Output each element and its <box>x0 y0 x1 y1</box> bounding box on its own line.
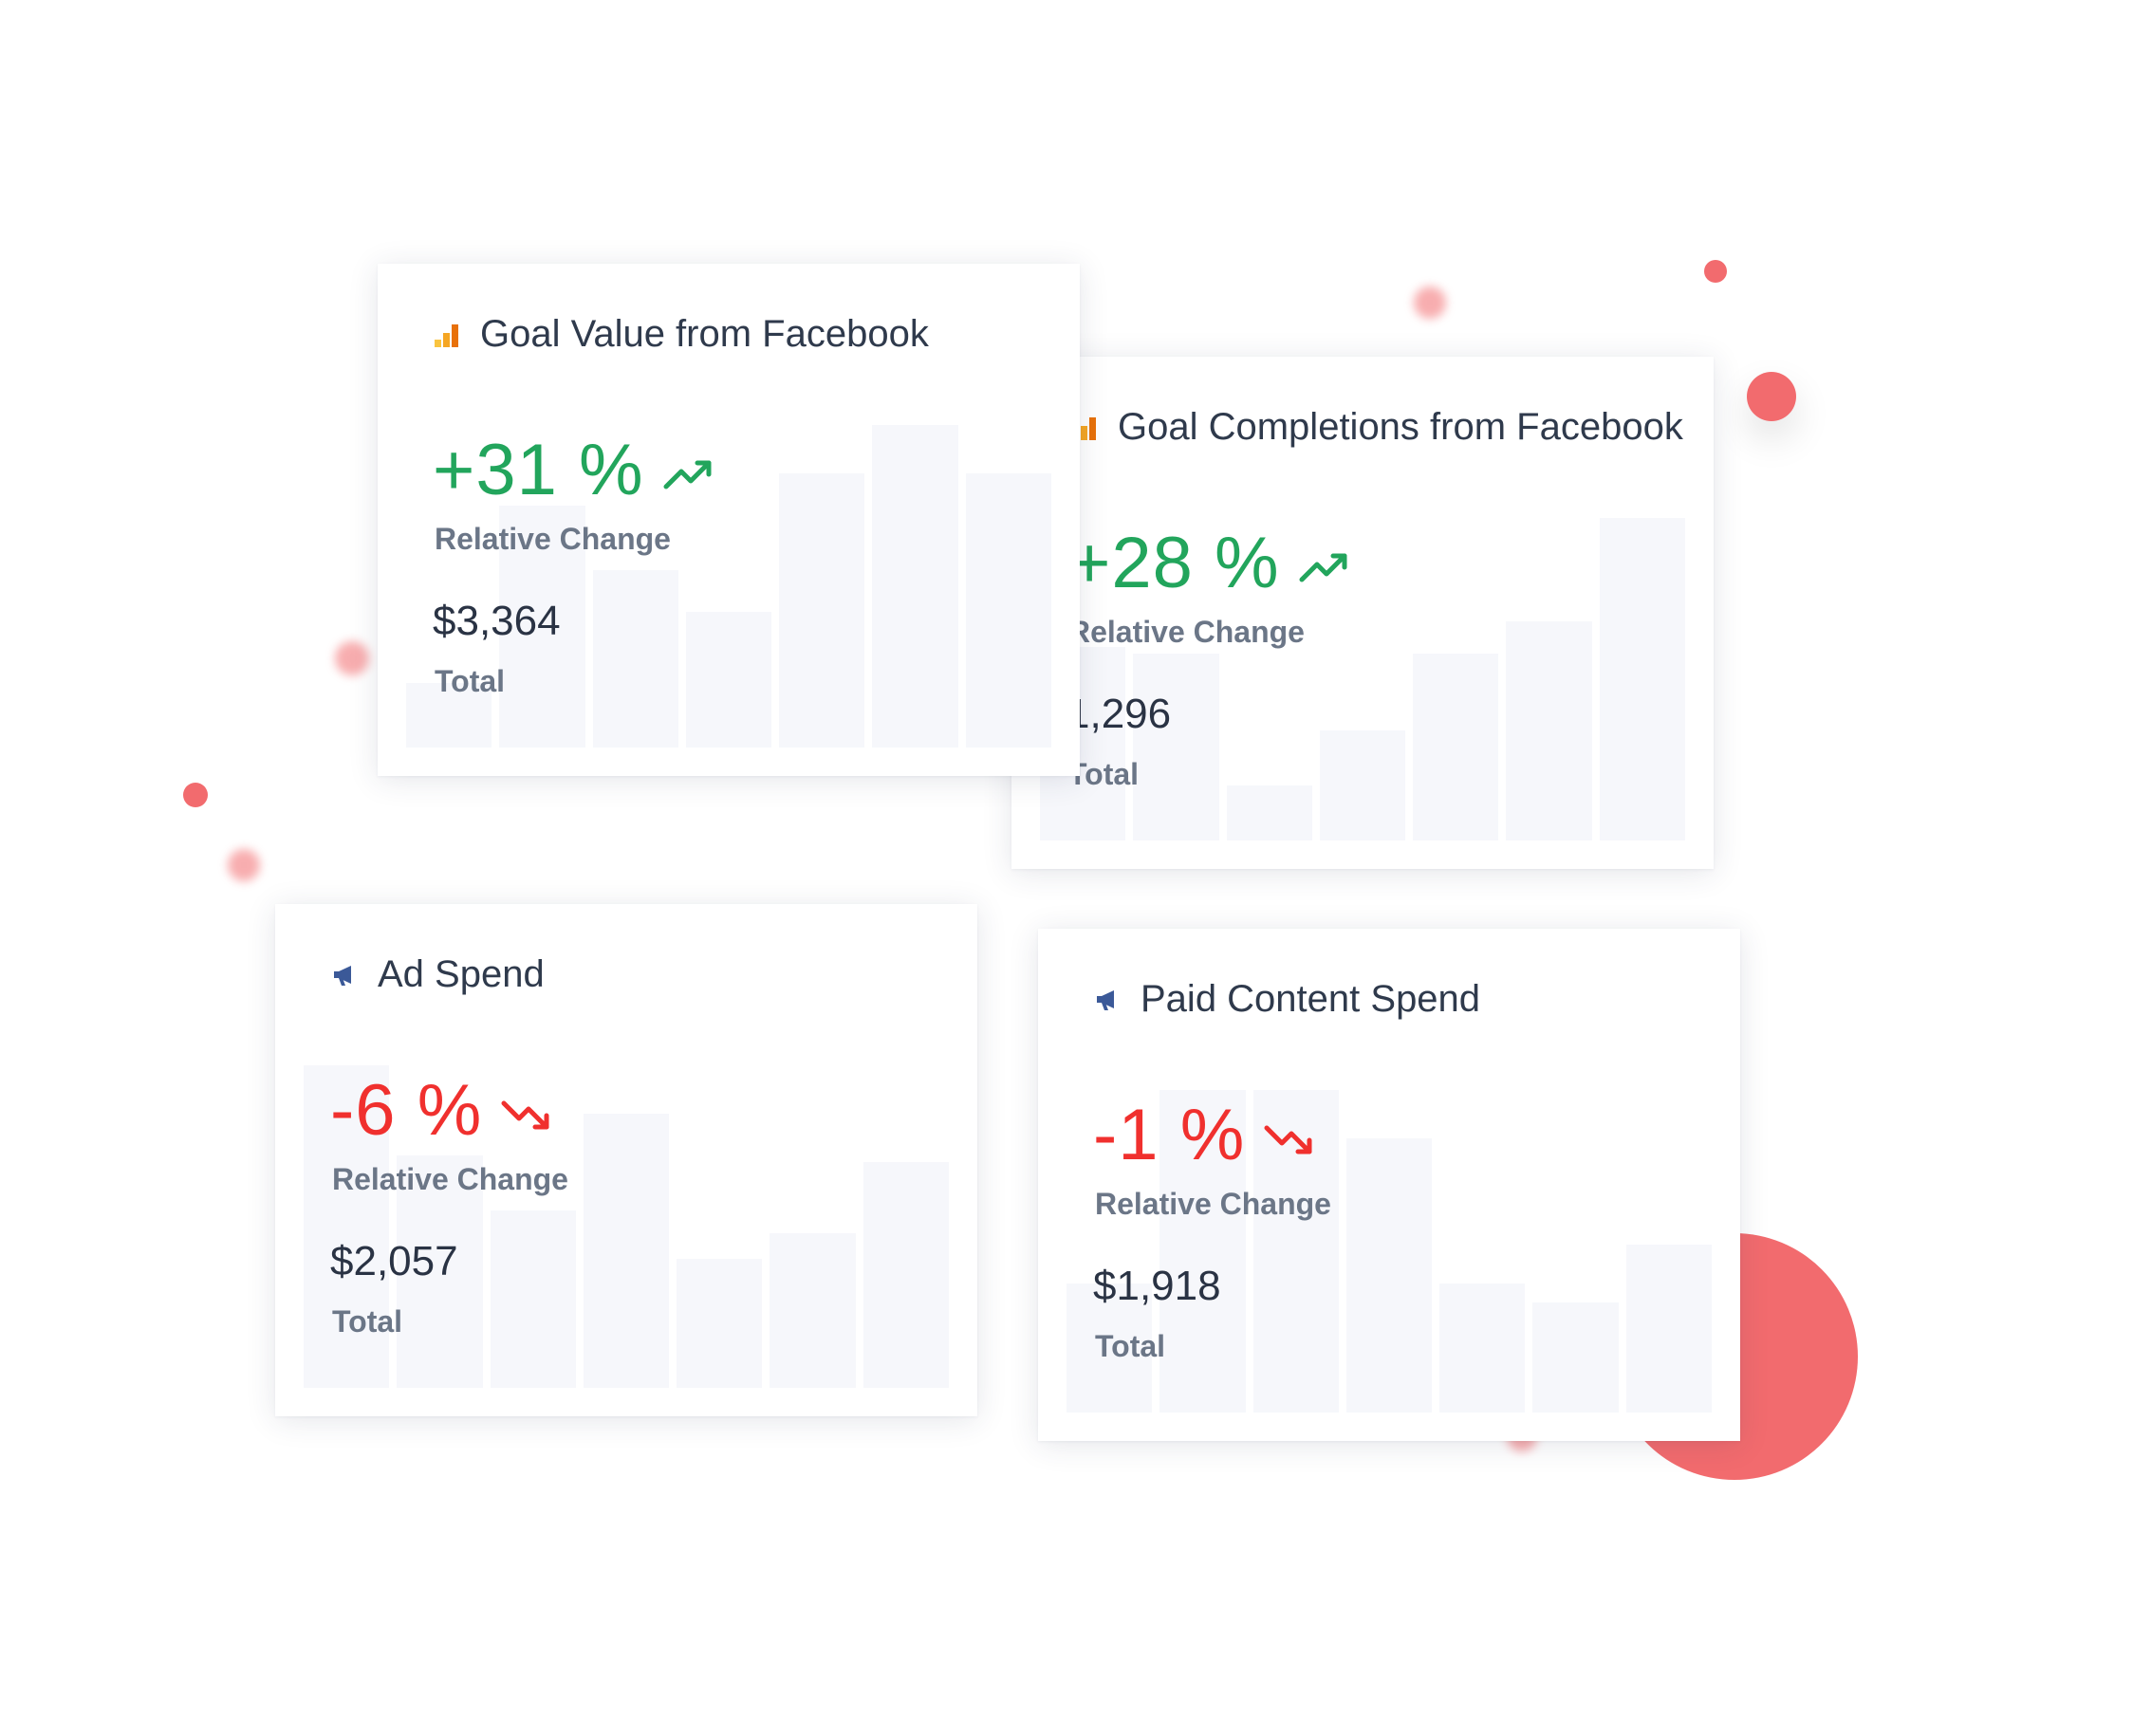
chart-bar <box>1413 653 1499 840</box>
decor-dot <box>1747 372 1796 421</box>
chart-bar <box>862 1162 949 1388</box>
decor-dot <box>335 641 369 675</box>
card-title: Goal Value from Facebook <box>480 313 929 355</box>
megaphone-icon <box>1093 986 1122 1014</box>
total-value: 1,296 <box>1066 691 1172 737</box>
trending-up-icon <box>663 455 714 493</box>
decor-dot <box>1704 260 1727 283</box>
bar-chart <box>1066 1090 1712 1413</box>
chart-bar <box>872 425 958 748</box>
trending-up-icon <box>1299 548 1350 586</box>
bar-chart <box>304 1065 949 1388</box>
chart-bar <box>1506 620 1592 840</box>
chart-bar <box>1599 518 1685 840</box>
chart-bar <box>1345 1138 1433 1413</box>
metric-card-goal-completions[interactable]: Goal Completions from Facebook +28 % Rel… <box>1011 357 1714 869</box>
relative-change-value: -1 % <box>1093 1095 1246 1175</box>
decor-dot <box>183 783 208 807</box>
relative-change-label: Relative Change <box>332 1162 568 1196</box>
relative-change-label: Relative Change <box>1068 615 1305 649</box>
chart-bar <box>1066 1284 1153 1413</box>
card-title: Goal Completions from Facebook <box>1118 406 1683 448</box>
chart-bar <box>685 612 772 748</box>
chart-bar <box>1226 785 1312 840</box>
chart-bar <box>1439 1284 1526 1413</box>
metric-card-paid-content-spend[interactable]: Paid Content Spend -1 % Relative Change … <box>1038 929 1740 1441</box>
chart-bar <box>1319 730 1406 840</box>
decor-dot <box>1414 286 1446 319</box>
chart-bar <box>677 1259 763 1388</box>
total-value: $2,057 <box>330 1238 458 1284</box>
chart-bar <box>397 1155 483 1388</box>
chart-bar <box>779 473 865 748</box>
total-value: $1,918 <box>1093 1263 1221 1309</box>
relative-change-label: Relative Change <box>1095 1187 1331 1221</box>
card-title: Paid Content Spend <box>1141 978 1481 1020</box>
total-label: Total <box>1095 1329 1166 1363</box>
total-label: Total <box>1068 757 1140 791</box>
relative-change-value: +31 % <box>433 430 644 510</box>
metric-card-goal-value[interactable]: Goal Value from Facebook +31 % Relative … <box>378 264 1080 776</box>
chart-bar <box>499 506 585 748</box>
relative-change-value: -6 % <box>330 1070 483 1151</box>
chart-bar <box>406 683 492 748</box>
relative-change-label: Relative Change <box>435 522 671 556</box>
decor-dot <box>228 849 260 881</box>
chart-bar <box>1532 1302 1619 1413</box>
relative-change-value: +28 % <box>1068 523 1280 603</box>
chart-bar <box>592 570 678 748</box>
megaphone-icon <box>330 961 359 989</box>
bar-chart <box>1040 518 1685 840</box>
trending-down-icon <box>501 1096 552 1134</box>
trending-down-icon <box>1264 1120 1315 1158</box>
chart-bar <box>490 1210 576 1388</box>
total-value: $3,364 <box>433 598 561 644</box>
chart-bar <box>1133 653 1219 840</box>
total-label: Total <box>435 664 506 698</box>
metric-card-ad-spend[interactable]: Ad Spend -6 % Relative Change $2,057 Tot… <box>275 904 977 1416</box>
card-title: Ad Spend <box>378 953 545 995</box>
total-label: Total <box>332 1304 403 1339</box>
chart-bar <box>770 1232 856 1388</box>
chart-bar <box>1252 1090 1339 1413</box>
chart-bar <box>1159 1090 1246 1413</box>
chart-bar <box>1625 1245 1712 1413</box>
analytics-bar-icon <box>433 321 461 349</box>
chart-bar <box>304 1065 390 1388</box>
bar-chart <box>406 425 1051 748</box>
chart-bar <box>583 1114 670 1388</box>
chart-bar <box>965 473 1051 748</box>
